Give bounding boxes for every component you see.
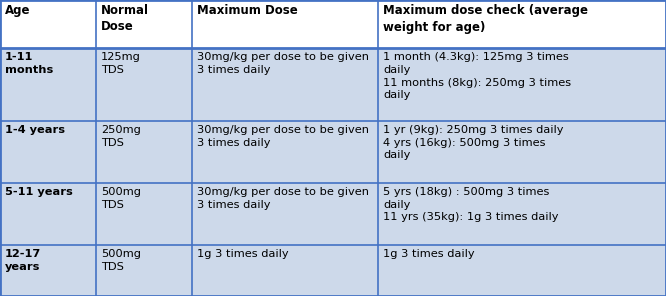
Text: 1g 3 times daily: 1g 3 times daily xyxy=(196,249,288,259)
Bar xyxy=(192,48,378,121)
Text: 1-4 years: 1-4 years xyxy=(5,125,65,135)
Text: 1-11
months: 1-11 months xyxy=(5,52,53,75)
Bar xyxy=(96,121,192,183)
Text: 500mg
TDS: 500mg TDS xyxy=(101,187,141,210)
Text: 5 yrs (18kg) : 500mg 3 times
daily
11 yrs (35kg): 1g 3 times daily: 5 yrs (18kg) : 500mg 3 times daily 11 yr… xyxy=(384,187,559,222)
Text: Maximum dose check (average
weight for age): Maximum dose check (average weight for a… xyxy=(384,4,588,33)
Text: 1g 3 times daily: 1g 3 times daily xyxy=(384,249,475,259)
Text: 12-17
years: 12-17 years xyxy=(5,249,41,271)
Text: 30mg/kg per dose to be given
3 times daily: 30mg/kg per dose to be given 3 times dai… xyxy=(196,52,369,75)
Text: Maximum Dose: Maximum Dose xyxy=(196,4,298,17)
Bar xyxy=(96,183,192,245)
Bar xyxy=(192,183,378,245)
Bar xyxy=(192,245,378,296)
Bar xyxy=(192,121,378,183)
Text: 5-11 years: 5-11 years xyxy=(5,187,73,197)
Bar xyxy=(378,183,666,245)
Bar xyxy=(378,245,666,296)
Text: Age: Age xyxy=(5,4,31,17)
Bar xyxy=(192,0,378,48)
Text: Normal
Dose: Normal Dose xyxy=(101,4,149,33)
Text: 125mg
TDS: 125mg TDS xyxy=(101,52,141,75)
Bar xyxy=(0,245,96,296)
Bar xyxy=(96,245,192,296)
Text: 250mg
TDS: 250mg TDS xyxy=(101,125,141,147)
Bar xyxy=(378,121,666,183)
Bar xyxy=(0,183,96,245)
Text: 1 month (4.3kg): 125mg 3 times
daily
11 months (8kg): 250mg 3 times
daily: 1 month (4.3kg): 125mg 3 times daily 11 … xyxy=(384,52,571,100)
Text: 1 yr (9kg): 250mg 3 times daily
4 yrs (16kg): 500mg 3 times
daily: 1 yr (9kg): 250mg 3 times daily 4 yrs (1… xyxy=(384,125,564,160)
Text: 30mg/kg per dose to be given
3 times daily: 30mg/kg per dose to be given 3 times dai… xyxy=(196,125,369,147)
Bar xyxy=(0,0,96,48)
Text: 500mg
TDS: 500mg TDS xyxy=(101,249,141,271)
Text: 30mg/kg per dose to be given
3 times daily: 30mg/kg per dose to be given 3 times dai… xyxy=(196,187,369,210)
Bar xyxy=(378,48,666,121)
Bar xyxy=(96,0,192,48)
Bar xyxy=(0,48,96,121)
Bar xyxy=(0,121,96,183)
Bar xyxy=(96,48,192,121)
Bar xyxy=(378,0,666,48)
